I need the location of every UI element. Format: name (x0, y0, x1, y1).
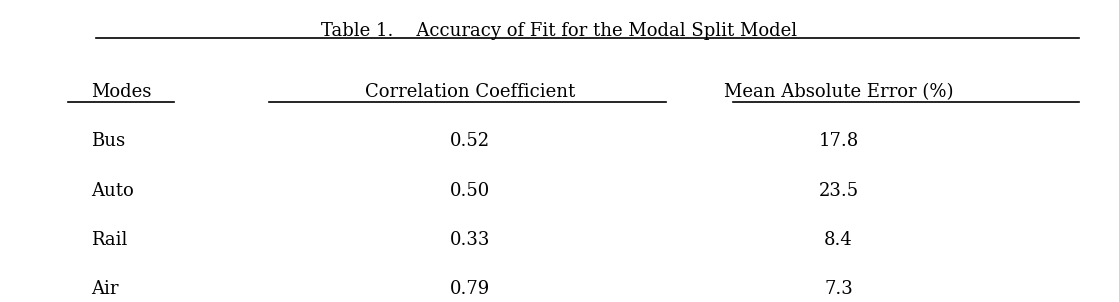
Text: Bus: Bus (91, 132, 125, 150)
Text: Rail: Rail (91, 231, 128, 249)
Text: 7.3: 7.3 (825, 280, 853, 298)
Text: Table 1.    Accuracy of Fit for the Modal Split Model: Table 1. Accuracy of Fit for the Modal S… (321, 22, 798, 40)
Text: 17.8: 17.8 (818, 132, 858, 150)
Text: Modes: Modes (91, 83, 151, 101)
Text: 0.52: 0.52 (450, 132, 490, 150)
Text: 0.33: 0.33 (450, 231, 490, 249)
Text: 8.4: 8.4 (825, 231, 853, 249)
Text: 23.5: 23.5 (818, 182, 858, 200)
Text: Auto: Auto (91, 182, 133, 200)
Text: Air: Air (91, 280, 119, 298)
Text: Correlation Coefficient: Correlation Coefficient (365, 83, 575, 101)
Text: Mean Absolute Error (%): Mean Absolute Error (%) (724, 83, 953, 101)
Text: 0.50: 0.50 (450, 182, 490, 200)
Text: 0.79: 0.79 (450, 280, 490, 298)
